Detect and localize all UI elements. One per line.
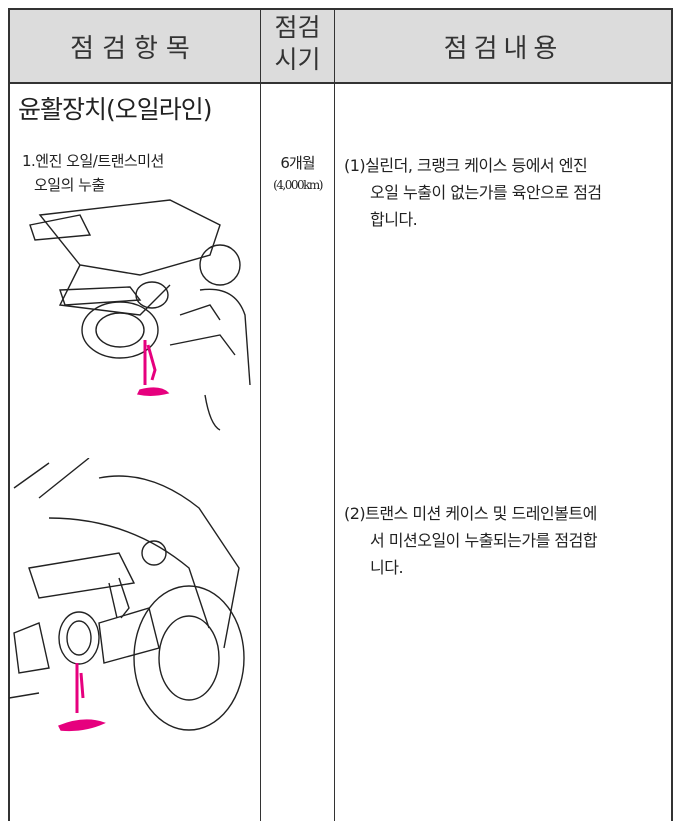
illustration (9, 458, 245, 732)
item-text: 1.엔진 오일/트랜스미션 (22, 152, 164, 170)
period-text: 6개월 (280, 154, 315, 172)
header-cell: 점검 시기 (261, 12, 334, 76)
header-text: 점검항목 (70, 34, 198, 64)
border-top (8, 8, 673, 10)
content-text: (2)트랜스 미션 케이스 및 드레인볼트에 (344, 504, 597, 523)
header-bg (8, 8, 672, 82)
content-text: 합니다. (370, 210, 418, 229)
illustration (29, 199, 251, 431)
content-text: 서 미션오일이 누출되는가를 점검합 (370, 531, 598, 550)
header-cell: 점검항목 (8, 28, 260, 65)
border-left (8, 8, 10, 821)
header-text: 점검 (274, 13, 321, 42)
period-text: (4,000km) (273, 178, 323, 192)
header-text: 시기 (274, 45, 321, 74)
content-text: 오일 누출이 없는가를 육안으로 점검 (370, 183, 602, 202)
content-text: 니다. (370, 558, 404, 577)
col-divider (260, 8, 262, 821)
header-text: 점검내용 (443, 34, 564, 64)
content-text: (1)실린더, 크랭크 케이스 등에서 엔진 (344, 156, 588, 175)
item-text: 오일의 누출 (34, 176, 105, 194)
header-cell: 점검내용 (335, 28, 672, 65)
border-right (671, 8, 673, 821)
col-divider (334, 8, 336, 821)
border-header (8, 82, 673, 84)
section-title: 윤활장치(오일라인) (18, 95, 213, 124)
